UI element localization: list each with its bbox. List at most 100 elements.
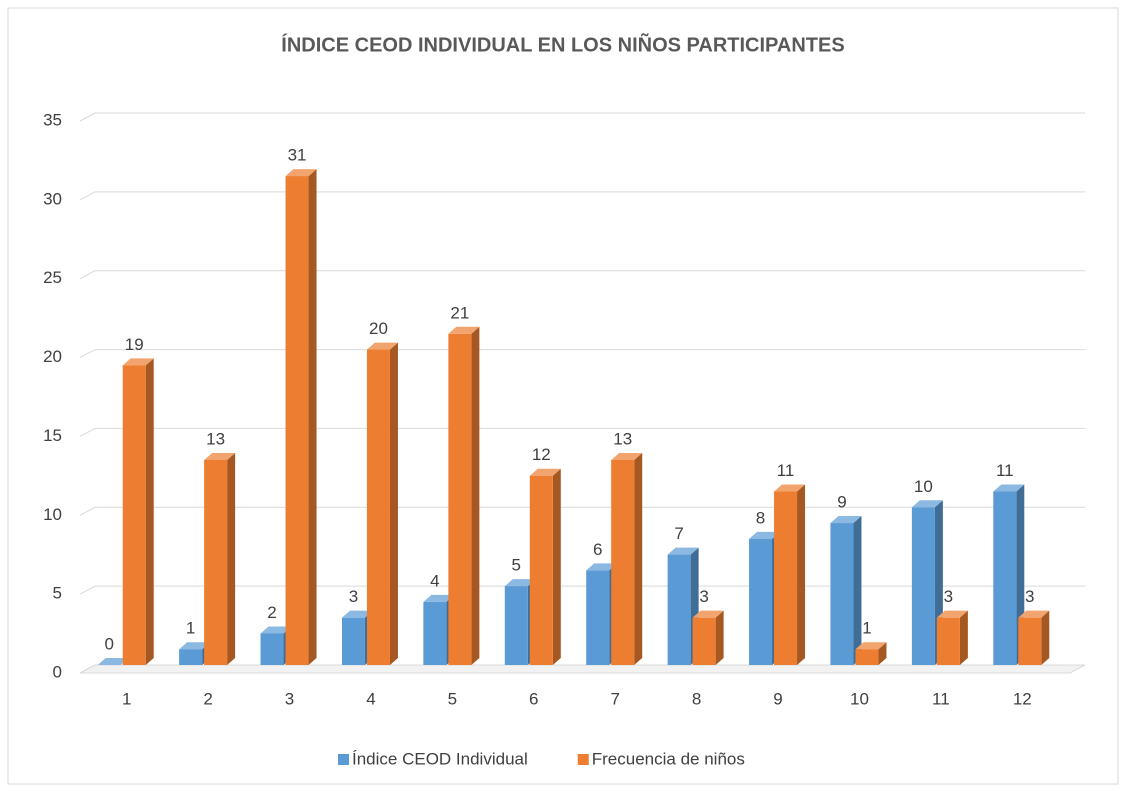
bar-top: [855, 642, 887, 650]
bar-top: [529, 468, 561, 476]
legend-swatch: [577, 754, 589, 765]
data-label: 3: [349, 587, 358, 606]
bar-side: [145, 358, 154, 665]
bar: [423, 601, 447, 665]
bar-top: [993, 484, 1025, 492]
bar-top: [1018, 610, 1050, 618]
x-tick-label: 2: [203, 689, 212, 708]
bar-top: [504, 579, 536, 587]
y-tick-label: 5: [53, 584, 62, 603]
bar-top: [911, 500, 943, 508]
data-label: 0: [104, 634, 113, 653]
legend-label: Frecuencia de niños: [592, 749, 745, 768]
bar-side: [471, 326, 480, 665]
bar-side: [634, 452, 643, 665]
bar-top: [611, 452, 643, 460]
data-label: 9: [837, 493, 846, 512]
x-tick-label: 12: [1013, 689, 1032, 708]
grid-line: [79, 506, 1085, 516]
x-tick-label: 1: [122, 689, 131, 708]
bar-top: [179, 642, 211, 650]
bar: [504, 586, 528, 665]
bar: [749, 538, 773, 665]
floor: [79, 664, 1086, 674]
bar-top: [260, 626, 292, 634]
x-tick-label: 4: [366, 689, 375, 708]
bar-top: [448, 326, 480, 334]
data-label: 13: [206, 429, 225, 448]
x-tick-label: 6: [529, 689, 538, 708]
bar-side: [878, 642, 887, 665]
bar-top: [204, 452, 236, 460]
bar-top: [285, 169, 317, 177]
bar-top: [774, 484, 806, 492]
bar: [448, 333, 472, 665]
data-label: 6: [593, 540, 602, 559]
data-label: 10: [914, 477, 933, 496]
bar-top: [830, 516, 862, 524]
bar: [529, 475, 553, 665]
bar: [341, 617, 365, 665]
bar-side: [308, 169, 317, 666]
bar: [774, 491, 798, 665]
data-label: 3: [1025, 587, 1034, 606]
y-tick-label: 0: [53, 662, 62, 681]
bar-top: [936, 610, 968, 618]
data-label: 4: [430, 571, 439, 590]
bar-side: [227, 452, 236, 665]
bar: [993, 491, 1017, 665]
bar-top: [749, 531, 781, 539]
grid-line: [79, 270, 1085, 280]
data-label: 1: [862, 619, 871, 638]
bar-top: [341, 610, 373, 618]
grid-line: [79, 349, 1085, 359]
bar: [611, 459, 635, 665]
bar-top: [122, 358, 154, 366]
data-label: 13: [613, 429, 632, 448]
data-label: 19: [125, 335, 144, 354]
data-label: 3: [699, 587, 708, 606]
x-tick-label: 9: [773, 689, 782, 708]
legend-swatch: [338, 754, 349, 765]
bar-side: [959, 610, 968, 665]
grid-line: [79, 112, 1085, 122]
y-tick-label: 30: [43, 189, 62, 208]
data-label: 1: [186, 619, 195, 638]
bar-side: [715, 610, 724, 665]
y-tick-label: 10: [43, 505, 62, 524]
bar-side: [853, 516, 862, 665]
x-tick-label: 5: [448, 689, 457, 708]
bar-top: [692, 610, 724, 618]
data-label: 8: [756, 508, 765, 527]
y-tick-label: 25: [43, 268, 62, 287]
bar: [1018, 617, 1042, 665]
bar-top: [97, 658, 129, 665]
data-label: 5: [512, 556, 521, 575]
bar: [830, 523, 854, 665]
y-tick-label: 20: [43, 347, 62, 366]
data-label: 31: [288, 146, 307, 165]
bar-top: [667, 547, 699, 555]
grid-line: [79, 427, 1085, 437]
bar: [260, 633, 284, 665]
bar: [366, 349, 390, 665]
data-label: 2: [267, 603, 276, 622]
bar-side: [797, 484, 806, 665]
data-label: 12: [532, 445, 551, 464]
bar: [285, 176, 309, 666]
data-label: 7: [674, 524, 683, 543]
bar-top: [586, 563, 618, 571]
data-label: 11: [996, 461, 1014, 480]
chart-title: ÍNDICE CEOD INDIVIDUAL EN LOS NIÑOS PART…: [281, 33, 844, 56]
x-tick-label: 10: [850, 689, 869, 708]
bar-side: [552, 468, 561, 665]
legend-label: Índice CEOD Individual: [352, 749, 528, 768]
bar: [911, 507, 935, 665]
bar-top: [423, 594, 455, 602]
x-tick-label: 3: [285, 689, 294, 708]
y-tick-label: 15: [43, 426, 62, 445]
bar: [855, 649, 879, 665]
data-label: 20: [369, 319, 388, 338]
bar: [692, 617, 716, 665]
